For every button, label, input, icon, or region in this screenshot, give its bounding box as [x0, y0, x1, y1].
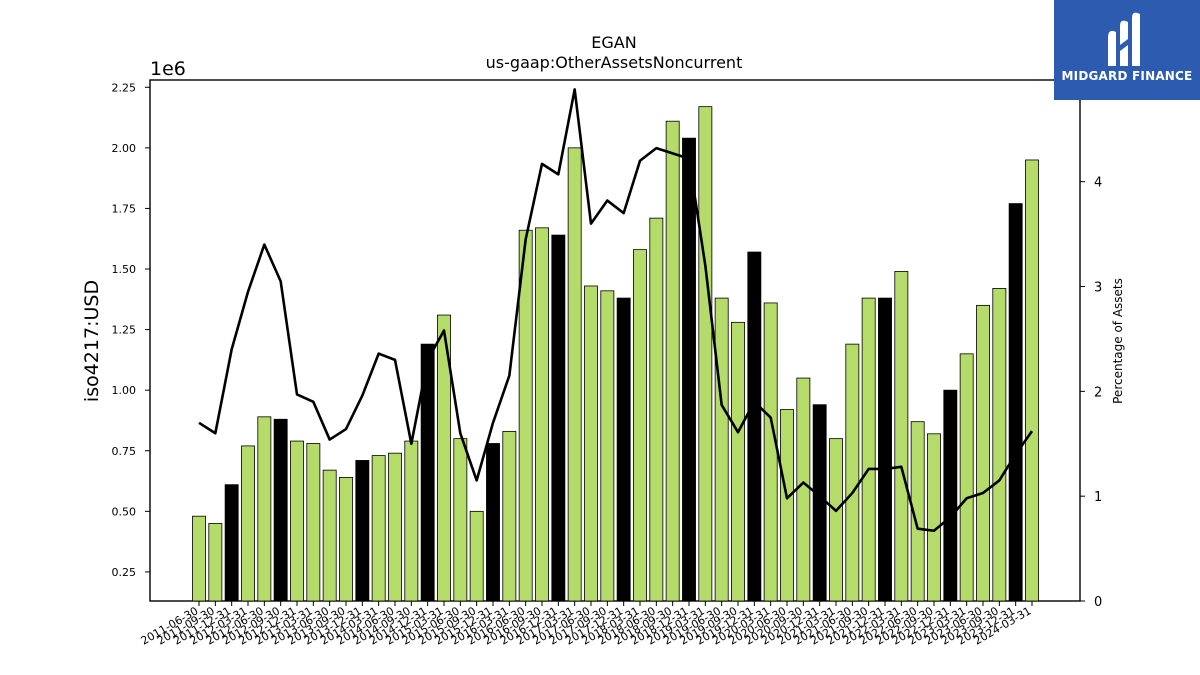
bar: [453, 438, 468, 602]
bar: [927, 433, 941, 602]
y-tick-label: 0.50: [112, 505, 137, 518]
logo-text: MIDGARD FINANCE: [1061, 69, 1193, 83]
y2-tick-label: 2: [1094, 385, 1102, 400]
midgard-finance-logo: MIDGARD FINANCE: [1054, 0, 1200, 100]
bar: [600, 290, 615, 602]
percent-of-assets-line: [198, 88, 1034, 533]
bar: [404, 440, 419, 602]
bar: [910, 421, 925, 602]
y-tick-label: 0.25: [112, 566, 137, 579]
bar: [992, 287, 1007, 602]
y2-tick-label: 3: [1094, 281, 1102, 296]
y-tick-label: 2.25: [112, 81, 137, 94]
y-axis-label: iso4217:USD: [81, 280, 103, 402]
bar: [388, 452, 402, 602]
bar: [584, 285, 598, 602]
bars: [192, 106, 1039, 602]
y2-tick-label: 0: [1094, 595, 1102, 610]
bar: [812, 404, 827, 602]
bar: [518, 229, 533, 602]
logo-mark-icon: [1108, 12, 1140, 67]
bar: [780, 409, 794, 602]
bar: [469, 510, 484, 602]
bar: [1008, 203, 1023, 602]
bar: [437, 314, 451, 602]
bar: [257, 416, 272, 602]
bar: [943, 389, 958, 602]
labels: EGAN us-gaap:OtherAssetsNoncurrent 1e6 i…: [81, 33, 1125, 648]
bar: [224, 484, 239, 602]
bar: [698, 106, 713, 602]
bar: [306, 443, 321, 602]
bar: [241, 445, 255, 602]
bar: [339, 477, 353, 602]
bar: [1025, 159, 1039, 602]
bar: [878, 297, 892, 602]
bar: [322, 469, 337, 602]
bar: [192, 515, 206, 602]
y2-tick-label: 1: [1094, 490, 1102, 505]
bar: [894, 271, 909, 602]
offset-text: 1e6: [150, 58, 186, 80]
y-tick-label: 1.00: [112, 384, 137, 397]
bar: [567, 147, 582, 602]
bar: [829, 438, 843, 602]
bar: [665, 120, 680, 602]
bar: [633, 249, 647, 602]
bar: [959, 353, 974, 602]
bar: [649, 217, 664, 602]
bar: [682, 137, 696, 602]
y-tick-label: 1.50: [112, 263, 137, 276]
y-tick-label: 0.75: [112, 445, 137, 458]
bar: [290, 440, 304, 602]
chart-subtitle: us-gaap:OtherAssetsNoncurrent: [486, 53, 743, 72]
bar: [845, 343, 860, 602]
bar: [747, 251, 762, 602]
bar: [551, 234, 566, 602]
bar: [502, 430, 517, 602]
bar: [420, 343, 435, 602]
bar: [976, 304, 990, 602]
bar: [208, 523, 223, 602]
y2-axis-label: Percentage of Assets: [1111, 278, 1125, 404]
y-tick-label: 1.75: [112, 202, 137, 215]
bar: [731, 321, 745, 602]
chart-title: EGAN: [591, 33, 636, 52]
bar: [535, 227, 549, 602]
plot-frame: [149, 79, 1081, 602]
y2-tick-label: 4: [1094, 176, 1102, 191]
percent-line: [198, 88, 1034, 533]
bar: [273, 418, 288, 602]
y-tick-label: 2.00: [112, 142, 137, 155]
bar: [486, 443, 500, 602]
bar: [796, 377, 811, 602]
bar: [616, 297, 631, 602]
bar: [861, 297, 876, 602]
bar: [371, 455, 386, 602]
bar: [763, 302, 778, 602]
bar: [714, 297, 729, 602]
bar: [355, 460, 370, 602]
axes: [145, 79, 1085, 606]
y-tick-label: 1.25: [112, 324, 137, 337]
